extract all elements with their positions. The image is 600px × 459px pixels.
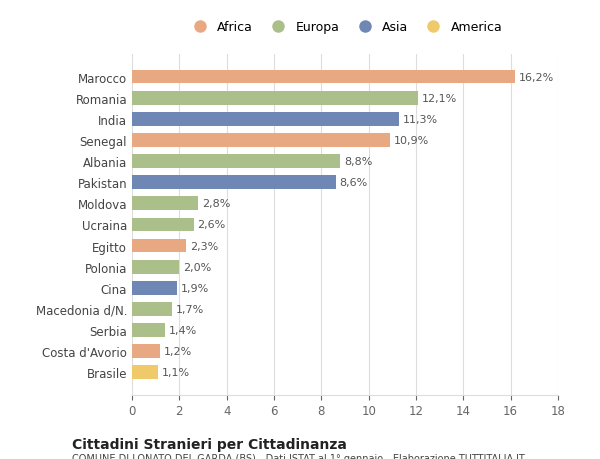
Bar: [132, 260, 179, 274]
Bar: [132, 197, 198, 211]
Bar: [132, 71, 515, 84]
Text: 8,6%: 8,6%: [339, 178, 367, 188]
Text: 1,4%: 1,4%: [169, 325, 197, 335]
Text: 1,1%: 1,1%: [161, 368, 190, 377]
Text: 2,3%: 2,3%: [190, 241, 218, 251]
Text: 2,6%: 2,6%: [197, 220, 226, 230]
Bar: [132, 112, 400, 126]
Bar: [132, 324, 165, 337]
Text: 2,0%: 2,0%: [183, 262, 211, 272]
Bar: [132, 345, 160, 358]
Text: 11,3%: 11,3%: [403, 115, 438, 124]
Bar: [132, 218, 194, 232]
Text: 16,2%: 16,2%: [519, 73, 554, 82]
Text: COMUNE DI LONATO DEL GARDA (BS) - Dati ISTAT al 1° gennaio - Elaborazione TUTTIT: COMUNE DI LONATO DEL GARDA (BS) - Dati I…: [72, 453, 525, 459]
Text: Cittadini Stranieri per Cittadinanza: Cittadini Stranieri per Cittadinanza: [72, 437, 347, 451]
Text: 1,2%: 1,2%: [164, 347, 192, 356]
Text: 1,7%: 1,7%: [176, 304, 204, 314]
Bar: [132, 239, 187, 253]
Text: 12,1%: 12,1%: [422, 94, 457, 103]
Text: 1,9%: 1,9%: [181, 283, 209, 293]
Text: 8,8%: 8,8%: [344, 157, 372, 167]
Text: 2,8%: 2,8%: [202, 199, 230, 209]
Bar: [132, 366, 158, 379]
Bar: [132, 176, 335, 190]
Bar: [132, 302, 172, 316]
Text: 10,9%: 10,9%: [394, 135, 429, 146]
Bar: [132, 134, 390, 147]
Bar: [132, 281, 177, 295]
Legend: Africa, Europa, Asia, America: Africa, Europa, Asia, America: [184, 17, 506, 38]
Bar: [132, 155, 340, 168]
Bar: [132, 92, 418, 105]
